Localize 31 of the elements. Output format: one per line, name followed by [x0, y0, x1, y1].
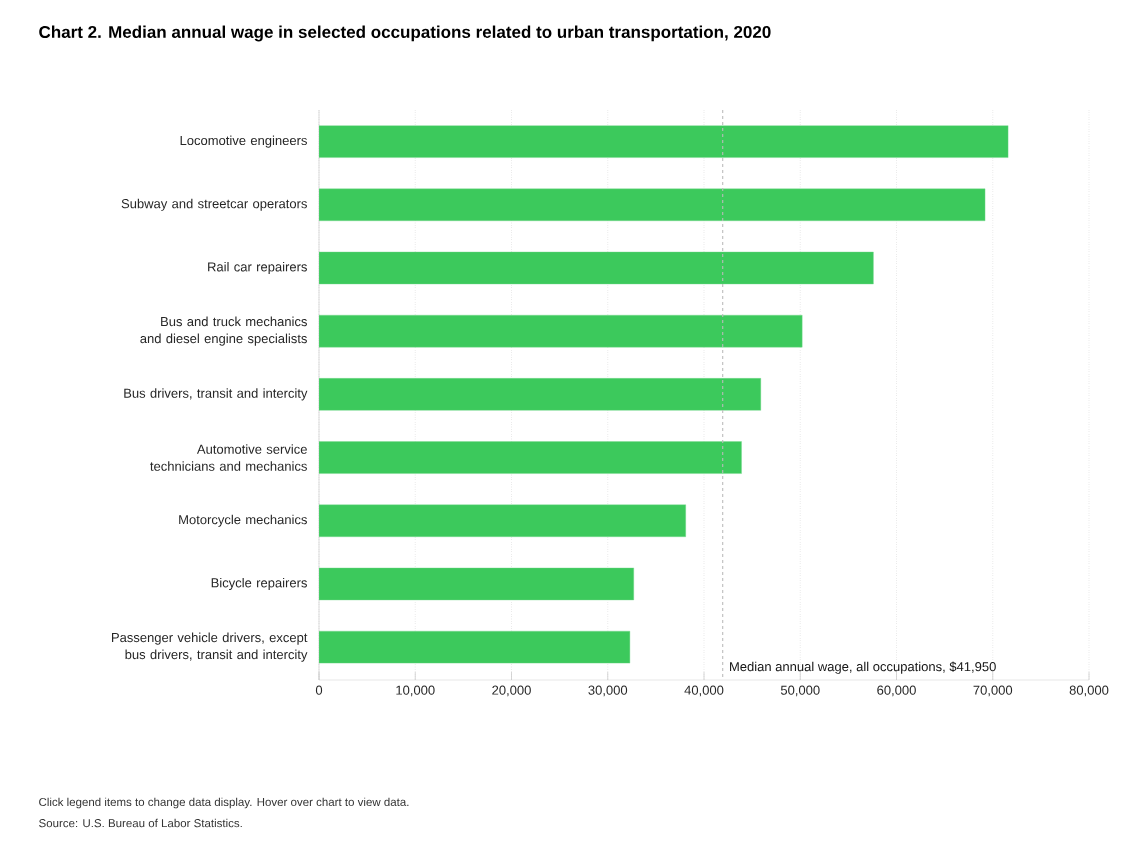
x-tick-label: 80,000: [1069, 685, 1109, 697]
bar: [319, 567, 634, 601]
y-tick-label: Passenger vehicle drivers, except bus drivers, transit and intercity: [112, 632, 308, 662]
bar: [319, 188, 986, 221]
bar: [319, 125, 1009, 158]
y-tick-label: Rail car repairers: [208, 261, 307, 275]
y-tick-label: Motorcycle mechanics: [179, 514, 307, 527]
x-tick-label: 70,000: [973, 685, 1013, 697]
x-tick-label: 30,000: [588, 685, 628, 697]
y-tick-label: Bus drivers, transit and intercity: [124, 388, 308, 401]
x-tick-label: 60,000: [877, 685, 916, 697]
bar: [319, 251, 874, 285]
text: Click legend items to change data display. Hover over chart to view data.: [39, 797, 409, 809]
ref-line-label: Median annual wage, all occupations, $41,950: [730, 661, 996, 674]
bar: [319, 378, 761, 411]
bar: [319, 630, 631, 664]
y-tick-label: Automotive service technicians and mechanics: [150, 444, 307, 471]
x-tick-label: 40,000: [684, 685, 724, 697]
source-note: Source: U.S. Bureau of Labor Statistics.: [39, 818, 242, 828]
y-tick-label: Subway and streetcar operators: [121, 198, 307, 211]
x-tick-label: 10,000: [396, 685, 435, 697]
bar: [319, 441, 742, 474]
y-tick-label: Bus and truck mechanics and diesel engine specialists: [140, 316, 307, 346]
bar: [319, 504, 686, 537]
chart-title: Chart 2. Median annual wage in selected occupations related to urban transportation, 2020: [39, 25, 771, 42]
y-tick-label: Locomotive engineers: [180, 135, 307, 148]
x-tick-label: 20,000: [492, 685, 531, 697]
y-tick-label: Bicycle repairers: [211, 577, 307, 591]
bar: [319, 314, 803, 348]
x-tick-label: 0: [315, 685, 323, 695]
x-tick-label: 50,000: [780, 685, 820, 697]
